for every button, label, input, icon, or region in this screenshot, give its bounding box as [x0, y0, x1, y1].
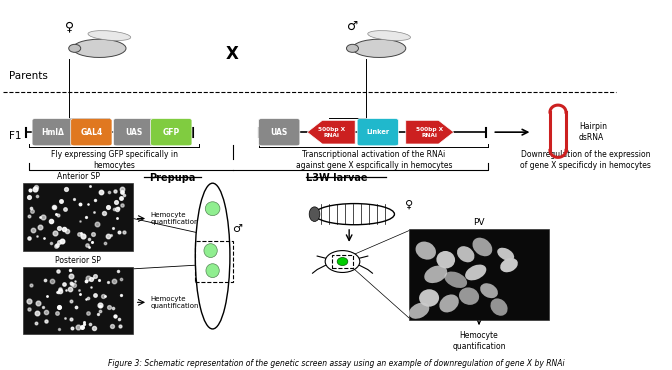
Ellipse shape — [204, 244, 217, 258]
FancyBboxPatch shape — [259, 118, 300, 146]
Text: Posterior SP: Posterior SP — [55, 256, 101, 265]
Ellipse shape — [459, 287, 479, 305]
Text: Hairpin
dsRNA: Hairpin dsRNA — [579, 122, 607, 142]
FancyBboxPatch shape — [151, 118, 192, 146]
Ellipse shape — [325, 250, 360, 272]
Text: UAS: UAS — [126, 128, 142, 137]
FancyBboxPatch shape — [357, 118, 398, 146]
Ellipse shape — [415, 242, 436, 260]
Text: Fly expressing GFP specifically in
hemocytes: Fly expressing GFP specifically in hemoc… — [51, 150, 178, 171]
Text: Hemocyte
quantification: Hemocyte quantification — [452, 331, 506, 351]
Ellipse shape — [309, 207, 320, 221]
Ellipse shape — [497, 248, 514, 261]
Text: Linker: Linker — [366, 129, 389, 135]
Text: ♀: ♀ — [65, 20, 74, 33]
FancyBboxPatch shape — [71, 118, 112, 146]
FancyBboxPatch shape — [32, 118, 73, 146]
Polygon shape — [307, 120, 355, 144]
Ellipse shape — [457, 246, 474, 262]
FancyBboxPatch shape — [409, 229, 549, 320]
FancyBboxPatch shape — [114, 118, 155, 146]
Text: F1: F1 — [9, 131, 22, 141]
FancyBboxPatch shape — [23, 183, 132, 250]
Text: 500bp X
RNAi: 500bp X RNAi — [318, 127, 345, 138]
Text: Transcriptional activation of the RNAi
against gene X espcifically in hemocytes: Transcriptional activation of the RNAi a… — [296, 150, 452, 171]
FancyBboxPatch shape — [23, 267, 132, 334]
Text: GFP: GFP — [163, 128, 180, 137]
Ellipse shape — [73, 39, 126, 57]
Text: GAL4: GAL4 — [80, 128, 103, 137]
Text: Parents: Parents — [9, 71, 48, 81]
Ellipse shape — [196, 183, 230, 329]
Ellipse shape — [465, 265, 487, 280]
Text: HmlΔ: HmlΔ — [41, 128, 64, 137]
Ellipse shape — [353, 39, 406, 57]
Ellipse shape — [314, 204, 394, 225]
Text: Hemocyte
quantification: Hemocyte quantification — [151, 212, 199, 225]
Ellipse shape — [88, 31, 131, 40]
Text: ♂: ♂ — [233, 224, 242, 234]
Ellipse shape — [500, 258, 518, 272]
Ellipse shape — [472, 238, 493, 256]
Text: Prepupa: Prepupa — [149, 173, 196, 184]
Polygon shape — [406, 120, 454, 144]
Ellipse shape — [69, 44, 81, 52]
Text: PV: PV — [473, 218, 485, 227]
Text: ♂: ♂ — [347, 20, 358, 33]
Text: X: X — [226, 45, 239, 63]
Text: Figure 3: Schematic representation of the genetic screen assay using an example : Figure 3: Schematic representation of th… — [108, 359, 564, 368]
Ellipse shape — [436, 251, 455, 269]
Ellipse shape — [347, 44, 358, 52]
Ellipse shape — [424, 266, 448, 283]
Ellipse shape — [444, 272, 467, 288]
Text: ♀: ♀ — [405, 200, 413, 210]
Text: Hemocyte
quantification: Hemocyte quantification — [151, 296, 199, 309]
Ellipse shape — [206, 264, 219, 278]
Ellipse shape — [480, 283, 498, 298]
Text: 500bp X
RNAi: 500bp X RNAi — [416, 127, 444, 138]
Text: UAS: UAS — [271, 128, 288, 137]
Ellipse shape — [419, 289, 439, 307]
Text: Anterior SP: Anterior SP — [56, 172, 99, 181]
Text: Downregulation of the expression
of gene X specificdy in hemocytes: Downregulation of the expression of gene… — [520, 150, 651, 171]
Text: L3W larvae: L3W larvae — [306, 173, 368, 184]
Ellipse shape — [368, 31, 411, 40]
Ellipse shape — [409, 303, 429, 319]
Ellipse shape — [491, 299, 507, 316]
Ellipse shape — [205, 202, 220, 216]
Ellipse shape — [337, 258, 348, 266]
Ellipse shape — [439, 295, 459, 312]
